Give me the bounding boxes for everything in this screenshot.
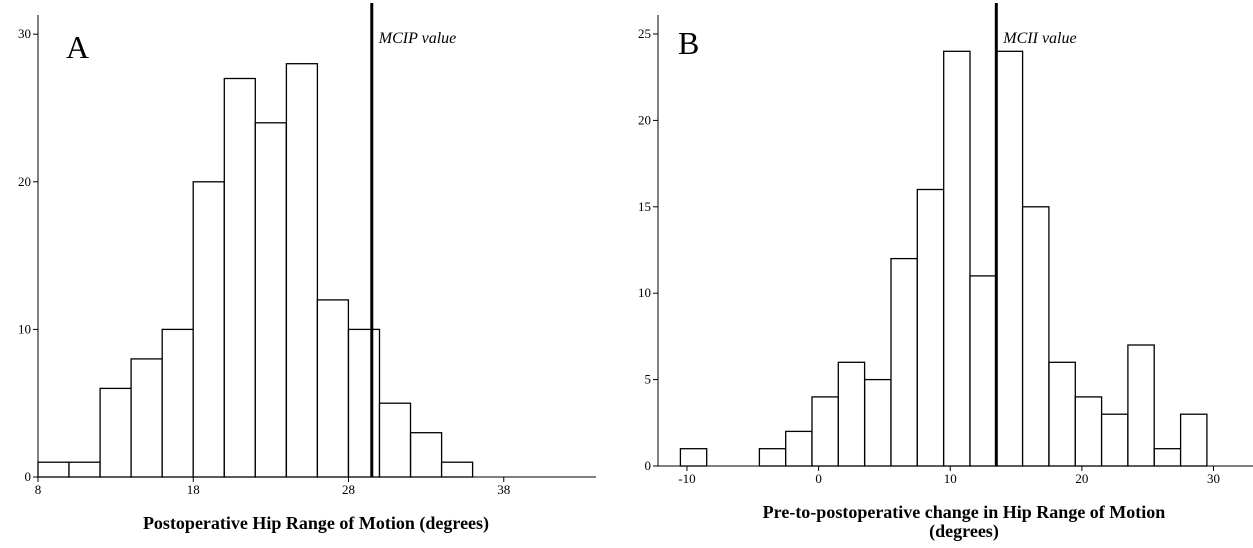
x-tick-label: 38: [497, 482, 510, 497]
histogram-bar: [969, 275, 997, 467]
y-tick-label: 15: [638, 199, 651, 214]
y-tick-label: 10: [638, 285, 651, 300]
y-tick-label: 5: [645, 372, 652, 387]
histogram-bar: [254, 122, 287, 478]
y-tick-label: 20: [18, 174, 31, 189]
y-tick-label: 20: [638, 112, 651, 127]
histogram-bar: [679, 448, 708, 467]
x-tick-label: 20: [1075, 471, 1088, 486]
x-axis-title: Postoperative Hip Range of Motion (degre…: [143, 513, 489, 534]
x-tick-label: 10: [944, 471, 957, 486]
histogram-bar: [285, 63, 319, 478]
histogram-bar: [995, 50, 1024, 467]
y-tick-label: 0: [645, 458, 652, 473]
histogram-bar: [811, 396, 839, 467]
y-tick-label: 10: [18, 321, 31, 336]
histogram-bar: [378, 402, 412, 478]
histogram-bar: [890, 257, 918, 467]
histogram-bar: [758, 448, 787, 467]
x-tick-label: 0: [815, 471, 822, 486]
reference-line-label: MCII value: [1002, 30, 1076, 47]
histogram-bar: [409, 432, 443, 478]
histogram-bar: [68, 461, 101, 478]
x-axis-title-line-2: (degrees): [929, 521, 999, 542]
histogram-bar: [916, 188, 945, 467]
panel-a: 0 10 20 30 8 18 28 38 MCIP value A Postoperative H…: [18, 3, 596, 534]
histogram-bar: [1127, 344, 1155, 467]
histogram-bar: [943, 50, 971, 467]
histogram-bar: [1074, 396, 1103, 467]
histogram-bar: [316, 299, 350, 478]
panel-letter: B: [678, 25, 699, 61]
x-tick-label: 28: [342, 482, 355, 497]
histogram-bar: [837, 361, 866, 467]
histogram-bar: [99, 387, 132, 478]
histogram-bar: [130, 358, 163, 478]
histogram-bar: [864, 378, 892, 467]
x-tick-label: 18: [187, 482, 200, 497]
x-axis-title: Pre-to-postoperative change in Hip Range…: [763, 502, 1166, 522]
histogram-bar: [1021, 206, 1050, 467]
histogram-bar: [161, 328, 194, 478]
histogram-bar: [1179, 413, 1208, 467]
y-tick-label: 30: [18, 26, 31, 41]
histogram-bar: [785, 430, 813, 467]
panel-b: 0 5 10 15 20 25 -10 0 10 20 30 MCII value B Pre-to-po…: [638, 3, 1253, 542]
histogram-bar: [192, 181, 225, 478]
histogram-bar: [1048, 361, 1076, 467]
y-tick-label: 25: [638, 26, 651, 41]
histogram-bar: [347, 328, 381, 478]
histogram-bar: [37, 461, 70, 478]
y-tick-label: 0: [25, 469, 32, 484]
histogram-bar: [223, 77, 256, 478]
histogram-bar: [1100, 413, 1129, 467]
histogram-bar: [1153, 448, 1182, 467]
x-tick-label: 30: [1207, 471, 1220, 486]
panel-letter: A: [66, 29, 89, 65]
x-tick-label: 8: [35, 482, 42, 497]
reference-line-label: MCIP value: [378, 30, 456, 47]
x-tick-label: -10: [678, 471, 695, 486]
histogram-bar: [440, 461, 474, 478]
